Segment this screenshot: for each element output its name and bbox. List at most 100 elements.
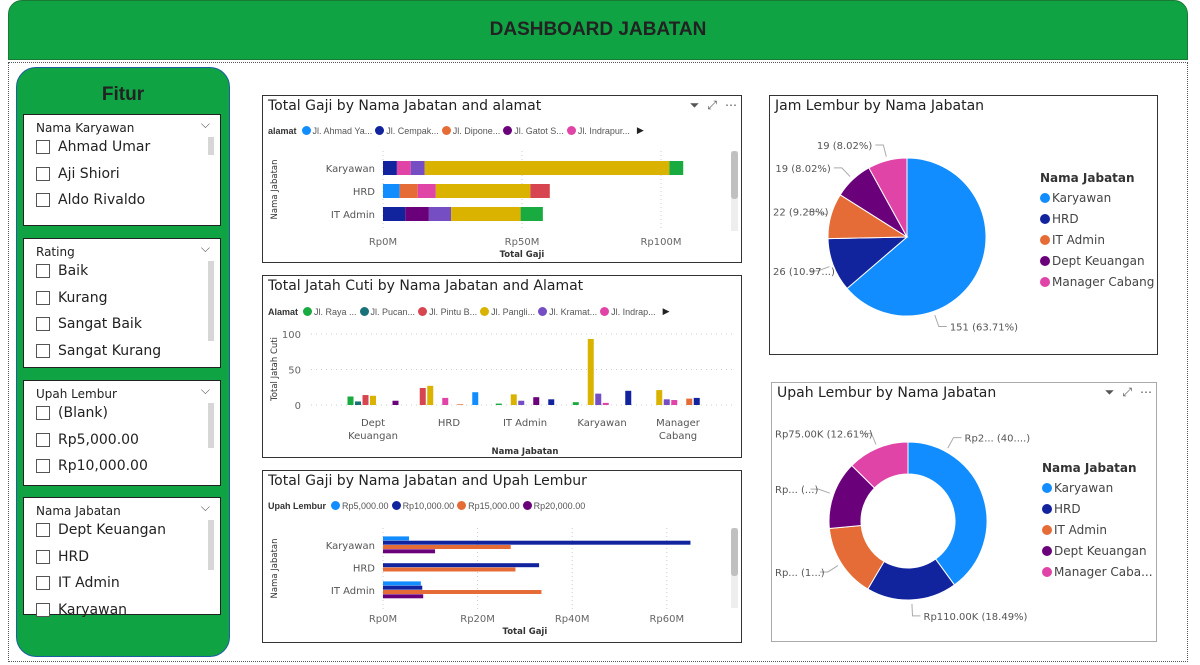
- checkbox[interactable]: [36, 549, 50, 564]
- bar: [383, 536, 410, 541]
- leader-line: [911, 603, 921, 617]
- checkbox[interactable]: [36, 264, 50, 278]
- focus-mode-icon[interactable]: ⤢: [1122, 385, 1132, 399]
- legend-item[interactable]: IT Admin: [1042, 523, 1153, 537]
- checkbox[interactable]: [36, 576, 50, 590]
- scrollbar[interactable]: [208, 261, 214, 341]
- legend-item[interactable]: Rp20,000.00: [522, 501, 585, 511]
- slicer-item[interactable]: Kurang: [36, 290, 107, 306]
- scrollbar[interactable]: [208, 520, 214, 570]
- legend-item[interactable]: Jl. Dipone...: [441, 125, 500, 136]
- legend-item[interactable]: Jl. Kramat...: [538, 306, 598, 317]
- legend-label: HRD: [1052, 212, 1079, 226]
- chevron-down-icon[interactable]: ⌵: [200, 383, 210, 397]
- scrollbar[interactable]: [208, 137, 214, 155]
- legend-item[interactable]: Jl. Pangli...: [480, 306, 535, 317]
- checkbox[interactable]: [36, 317, 50, 331]
- legend-item[interactable]: Jl. Raya ...: [303, 306, 357, 317]
- column-bar: [442, 397, 449, 405]
- filter-panel: Fitur Nama Karyawan ⌵ Ahmad Umar Aji Shiori…: [16, 67, 230, 657]
- total-gaji-upah-lembur-chart[interactable]: Total Gaji by Nama Jabatan and Upah Lemb…: [262, 470, 742, 643]
- slicer-item-label: Ahmad Umar: [58, 139, 151, 155]
- legend-item[interactable]: Dept Keuangan: [1042, 544, 1153, 558]
- legend-item[interactable]: Manager Caba...: [1042, 565, 1153, 579]
- slicer-item[interactable]: (Blank): [36, 405, 108, 421]
- checkbox[interactable]: [36, 140, 50, 154]
- legend-label: Jl. Kramat...: [549, 306, 598, 317]
- x-tick-label: Rp40M: [555, 614, 590, 625]
- slicer-item[interactable]: Sangat Baik: [36, 316, 142, 332]
- legend-item[interactable]: Karyawan: [1042, 481, 1153, 495]
- slicer-item[interactable]: HRD: [36, 549, 89, 565]
- checkbox[interactable]: [36, 166, 50, 181]
- legend-item[interactable]: Jl. Pintu B...: [418, 306, 477, 317]
- dashboard-title: DASHBOARD JABATAN: [489, 19, 707, 40]
- x-axis-title: Total Gaji: [500, 250, 545, 260]
- more-options-icon[interactable]: ⋯: [725, 98, 737, 112]
- x-tick-label: Karyawan: [577, 418, 626, 429]
- legend-item[interactable]: Jl. Ahmad Ya...: [301, 125, 372, 136]
- checkbox[interactable]: [36, 406, 50, 420]
- checkbox[interactable]: [36, 523, 50, 537]
- checkbox[interactable]: [36, 290, 50, 305]
- more-options-icon[interactable]: ⋯: [1140, 385, 1152, 399]
- slicer-item[interactable]: Rp10,000.00: [36, 458, 148, 474]
- scrollbar[interactable]: [731, 151, 738, 231]
- legend-item[interactable]: HRD: [1042, 502, 1153, 516]
- legend-item[interactable]: Jl. Indrap...: [600, 306, 656, 317]
- chevron-down-icon[interactable]: ⌵: [200, 500, 210, 514]
- column-bar: [656, 390, 663, 405]
- leader-line: [807, 211, 828, 216]
- y-axis-title: Total Jatah Cuti: [270, 337, 280, 402]
- legend-item[interactable]: Jl. Pucan...: [359, 306, 415, 317]
- legend-item[interactable]: HRD: [1040, 212, 1154, 226]
- legend-item[interactable]: Dept Keuangan: [1040, 254, 1154, 268]
- checkbox[interactable]: [36, 602, 50, 617]
- scrollbar[interactable]: [208, 403, 214, 448]
- checkbox[interactable]: [36, 432, 50, 447]
- column-bar: [625, 390, 632, 405]
- filter-icon[interactable]: ⏷: [689, 98, 700, 112]
- leader-line: [810, 266, 830, 272]
- column-bar: [457, 404, 464, 405]
- slicer-item[interactable]: Rp5,000.00: [36, 432, 139, 448]
- filter-icon[interactable]: ⏷: [1104, 385, 1115, 399]
- slicer-item[interactable]: Aji Shiori: [36, 166, 120, 182]
- slicer-item[interactable]: Baik: [36, 263, 88, 279]
- legend-item[interactable]: Karyawan: [1040, 191, 1154, 205]
- checkbox[interactable]: [36, 459, 50, 473]
- chart-title: Upah Lembur by Nama Jabatan: [777, 385, 997, 401]
- chevron-down-icon[interactable]: ⌵: [200, 117, 210, 131]
- slicer-item[interactable]: Karyawan: [36, 602, 127, 618]
- slicer-item[interactable]: Dept Keuangan: [36, 522, 166, 538]
- slicer-item[interactable]: IT Admin: [36, 575, 120, 591]
- legend-item[interactable]: Jl. Indrapur...: [566, 125, 630, 136]
- slicer-item[interactable]: Sangat Kurang: [36, 343, 161, 359]
- focus-mode-icon[interactable]: ⤢: [707, 98, 717, 112]
- legend-next-arrow-icon[interactable]: ▶: [662, 306, 670, 316]
- legend-item[interactable]: IT Admin: [1040, 233, 1154, 247]
- x-tick-label: Rp100M: [640, 237, 681, 248]
- total-jatah-cuti-chart[interactable]: Total Jatah Cuti by Nama Jabatan and Ala…: [262, 275, 742, 458]
- legend-label: Jl. Cempak...: [386, 125, 439, 136]
- chevron-down-icon[interactable]: ⌵: [200, 241, 210, 255]
- upah-lembur-donut-chart[interactable]: Upah Lembur by Nama Jabatan ⏷ ⤢ ⋯ Rp2... (…: [771, 382, 1157, 642]
- legend-item[interactable]: Rp10,000.00: [391, 501, 454, 511]
- legend-item[interactable]: Rp5,000.00: [331, 501, 389, 511]
- legend-item[interactable]: Jl. Gatot S...: [503, 125, 564, 136]
- jam-lembur-pie-chart[interactable]: Jam Lembur by Nama Jabatan 151 (63.71%) 2…: [769, 95, 1158, 355]
- slicer-item[interactable]: Ahmad Umar: [36, 139, 150, 155]
- legend-next-arrow-icon[interactable]: ▶: [636, 125, 644, 135]
- total-gaji-alamat-chart[interactable]: Total Gaji by Nama Jabatan and alamat ⏷ ⤢…: [262, 95, 742, 263]
- legend-label: Dept Keuangan: [1054, 544, 1147, 558]
- slicer-item[interactable]: Aldo Rivaldo: [36, 192, 145, 208]
- checkbox[interactable]: [36, 193, 50, 207]
- legend-item[interactable]: Manager Cabang: [1040, 275, 1154, 289]
- data-label: 151 (63.71%): [950, 323, 1018, 334]
- legend-item[interactable]: Jl. Cempak...: [375, 125, 439, 136]
- scrollbar[interactable]: [731, 528, 738, 608]
- leader-line: [863, 432, 877, 445]
- legend-item[interactable]: Rp15,000.00: [457, 501, 520, 511]
- legend-dot: [301, 125, 311, 135]
- checkbox[interactable]: [36, 343, 50, 358]
